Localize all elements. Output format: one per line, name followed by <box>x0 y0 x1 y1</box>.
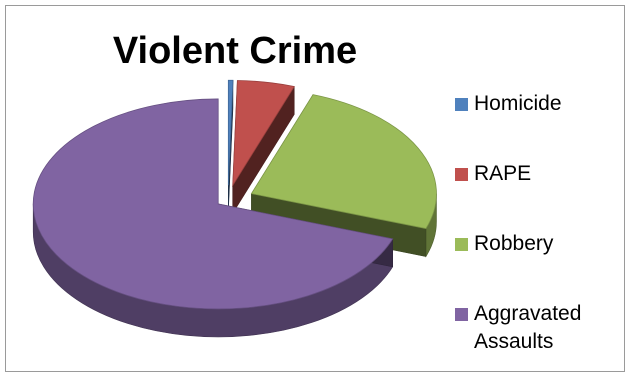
legend-item-aggravated-assaults: Aggravated Assaults <box>455 300 614 356</box>
legend-swatch-rape <box>455 168 468 181</box>
legend-label-homicide: Homicide <box>474 92 562 115</box>
pie-slice-aggravated-assaults <box>32 98 394 310</box>
pie-slice-robbery <box>250 94 437 230</box>
legend-label-rape: RAPE <box>474 162 532 185</box>
pie-slice-homicide <box>227 79 234 186</box>
legend-swatch-robbery <box>455 238 468 251</box>
legend-item-homicide: Homicide <box>455 90 614 118</box>
legend-label-robbery: Robbery <box>474 232 554 255</box>
pie-slice-rape <box>232 80 295 187</box>
legend-swatch-aggravated-assaults <box>455 308 468 321</box>
legend-label-aggravated-assaults: Aggravated Assaults <box>474 302 582 353</box>
chart-title: Violent Crime <box>112 30 358 72</box>
legend-item-rape: RAPE <box>455 160 614 188</box>
legend-item-robbery: Robbery <box>455 230 614 258</box>
legend-swatch-homicide <box>455 98 468 111</box>
